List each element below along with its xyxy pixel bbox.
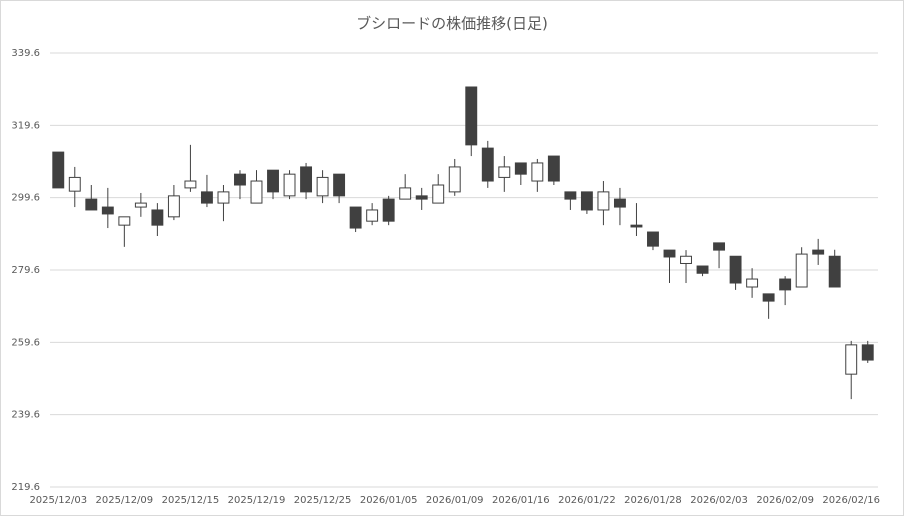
candle-body [333,173,346,197]
candle-body [795,253,808,288]
candle-body [250,180,263,204]
candle-body [861,344,874,361]
y-tick-label: 259.6 [11,337,40,348]
candle-body [713,242,726,251]
candle-body [696,265,709,274]
candle-body [547,155,560,182]
candle-body [729,255,742,284]
candle-body [267,169,279,193]
candle-body [85,198,98,211]
candle-body [283,173,296,197]
x-tick-label: 2026/02/16 [822,495,880,506]
x-tick-label: 2026/01/05 [360,495,418,506]
candle-body [101,206,114,215]
candle-body [399,187,412,200]
candle-body [151,209,164,226]
candle-body [167,195,180,218]
chart-title: ブシロードの株価推移(日足) [356,15,548,33]
y-tick-label: 299.6 [11,193,40,204]
x-tick-label: 2025/12/09 [96,495,154,506]
y-tick-label: 239.6 [11,410,40,421]
y-tick-label: 319.6 [11,120,40,131]
candle-body [118,216,131,226]
x-tick-label: 2025/12/03 [29,495,87,506]
candle-body [779,278,792,291]
candle-body [580,191,593,211]
candle-body [564,191,577,200]
candle-body [663,249,676,258]
x-tick-label: 2025/12/15 [162,495,220,506]
candle-body [680,255,692,264]
candle-body [68,176,81,192]
candle-body [200,191,213,204]
candle-body [465,86,478,146]
candle-body [630,224,643,228]
candle-body [382,198,395,222]
candle-body [184,180,197,189]
candle-body [762,293,775,302]
x-tick-label: 2025/12/25 [294,495,352,506]
x-tick-label: 2026/02/03 [690,495,748,506]
candle-body [349,206,362,229]
candle-body [432,184,445,204]
candle-body [812,249,825,255]
candle-body [514,162,527,175]
y-tick-label: 279.6 [11,265,40,276]
y-tick-label: 339.6 [11,48,40,59]
x-tick-label: 2026/01/09 [426,495,484,506]
candle-body [52,151,65,189]
candle-body [845,344,858,375]
candle-body [217,191,230,204]
candle-body [234,173,246,186]
candle-body [746,278,759,288]
candle-body [613,198,626,208]
candle-body [597,191,610,211]
x-tick-label: 2026/01/28 [624,495,682,506]
candle-body [481,147,494,182]
candle-body [828,255,841,288]
candle-body [316,176,329,197]
x-tick-label: 2026/01/16 [492,495,550,506]
candle-body [531,162,544,182]
x-tick-label: 2025/12/19 [228,495,286,506]
candle-body [134,202,147,208]
candle-body [300,166,313,193]
y-tick-label: 219.6 [11,482,40,493]
x-tick-label: 2026/02/09 [756,495,814,506]
x-tick-label: 2026/01/22 [558,495,616,506]
candle-body [415,195,428,200]
candle-body [448,166,461,193]
candle-body [647,231,659,247]
candle-body [498,166,511,178]
candle-body [366,209,379,222]
